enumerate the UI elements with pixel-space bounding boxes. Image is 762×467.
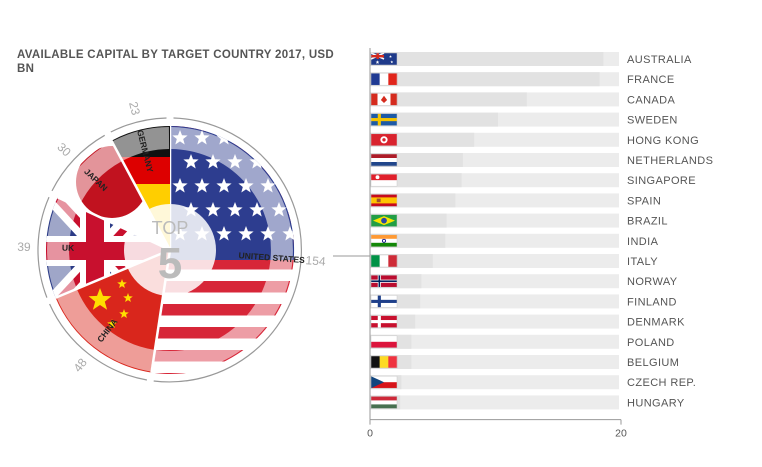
pie-country-label: UNITED STATES (238, 250, 305, 265)
bar-row: SWEDEN (370, 112, 678, 127)
bar-category-label: INDIA (627, 236, 659, 248)
pie-country-label: UK (62, 243, 75, 253)
bar-row: BELGIUM (370, 355, 679, 369)
bar-category-label: FRANCE (627, 74, 675, 86)
bar-category-label: BRAZIL (627, 216, 668, 228)
hungary-flag (370, 396, 398, 409)
pie-value-label: 23 (126, 100, 143, 117)
canada-flag (370, 93, 398, 106)
pie-value-label: 39 (17, 240, 31, 254)
bar-track (370, 294, 619, 309)
x-tick-label: 0 (367, 428, 373, 440)
bar-row: SPAIN (370, 193, 661, 208)
pie-slice-fade (56, 289, 155, 372)
bar-track (370, 274, 619, 289)
brazil-flag (370, 214, 398, 227)
chart-title: AVAILABLE CAPITAL BY TARGET COUNTRY 2017… (17, 49, 335, 75)
pie-slice-fade (59, 142, 122, 207)
bar-australia (370, 52, 604, 66)
finland-flag (370, 295, 398, 308)
india-flag (370, 234, 398, 248)
bar-row: CANADA (370, 92, 676, 107)
bar-sweden (370, 112, 499, 127)
poland-flag (370, 335, 398, 349)
bar-category-label: AUSTRALIA (627, 54, 692, 66)
bar-category-label: FINLAND (627, 296, 677, 308)
bar-row: POLAND (370, 334, 675, 349)
pie-value-label: 30 (54, 140, 74, 160)
bar-row: ITALY (370, 254, 658, 268)
bar-track (370, 355, 619, 369)
bar-row: CZECH REP. (370, 375, 696, 390)
bar-category-label: SWEDEN (627, 115, 678, 127)
sweden-flag (370, 113, 398, 126)
x-tick-label: 20 (615, 428, 627, 440)
country-bar-chart: AUSTRALIA FRANCE CANADA SWEDEN HONG KONG NETH… (367, 48, 713, 440)
bar-category-label: HONG KONG (627, 135, 699, 147)
bar-row: SINGAPORE (370, 173, 696, 188)
pie-outer-arc (110, 117, 167, 133)
bar-category-label: NORWAY (627, 276, 678, 288)
bar-canada (370, 92, 527, 107)
pie-outer-arc (49, 303, 148, 381)
singapore-flag (370, 173, 398, 187)
netherlands-flag (370, 153, 398, 167)
bar-france (370, 72, 600, 87)
pie-value-label: 154 (305, 253, 326, 268)
bar-track (370, 314, 619, 329)
pie-center-top-label: TOP (152, 218, 189, 238)
pie-center-number-label: 5 (158, 239, 182, 288)
bar-row: FINLAND (370, 294, 677, 309)
bar-row: NORWAY (370, 274, 678, 289)
pie-value-label: 48 (71, 355, 90, 374)
belgium-flag (370, 355, 398, 369)
bar-row: NETHERLANDS (370, 153, 713, 167)
bar-category-label: SINGAPORE (627, 175, 696, 187)
bar-category-label: ITALY (627, 256, 658, 268)
pie-center-disc (124, 204, 216, 296)
australia-flag (370, 52, 398, 66)
bar-row: INDIA (370, 233, 659, 248)
hong-kong-flag (370, 133, 398, 147)
czech-flag (370, 375, 398, 389)
bar-row: AUSTRALIA (370, 52, 692, 66)
denmark-flag (370, 315, 398, 328)
bar-track (370, 395, 619, 410)
italy-flag (370, 254, 398, 268)
pie-slice-fade (47, 198, 79, 297)
bar-row: FRANCE (370, 72, 675, 87)
pie-slice-fade (112, 127, 170, 161)
bar-category-label: HUNGARY (627, 397, 685, 409)
pie-outer-arc (37, 196, 50, 298)
spain-flag (370, 194, 398, 207)
bar-category-label: CANADA (627, 94, 676, 106)
bar-category-label: POLAND (627, 337, 675, 349)
pie-slice-fade (152, 127, 293, 373)
bar-category-label: DENMARK (627, 317, 685, 329)
pie-outer-arc (153, 117, 302, 383)
bar-row: BRAZIL (370, 213, 668, 228)
bar-track (370, 375, 619, 390)
bar-row: DENMARK (370, 314, 685, 329)
norway-flag (370, 274, 398, 288)
bar-category-label: BELGIUM (627, 357, 679, 369)
france-flag (370, 72, 398, 86)
bar-category-label: CZECH REP. (627, 377, 696, 389)
bar-row: HUNGARY (370, 395, 685, 410)
bar-category-label: NETHERLANDS (627, 155, 713, 167)
bar-row: HONG KONG (370, 132, 699, 147)
bar-track (370, 334, 619, 349)
bar-category-label: SPAIN (627, 195, 661, 207)
pie-outer-arc (51, 134, 105, 192)
